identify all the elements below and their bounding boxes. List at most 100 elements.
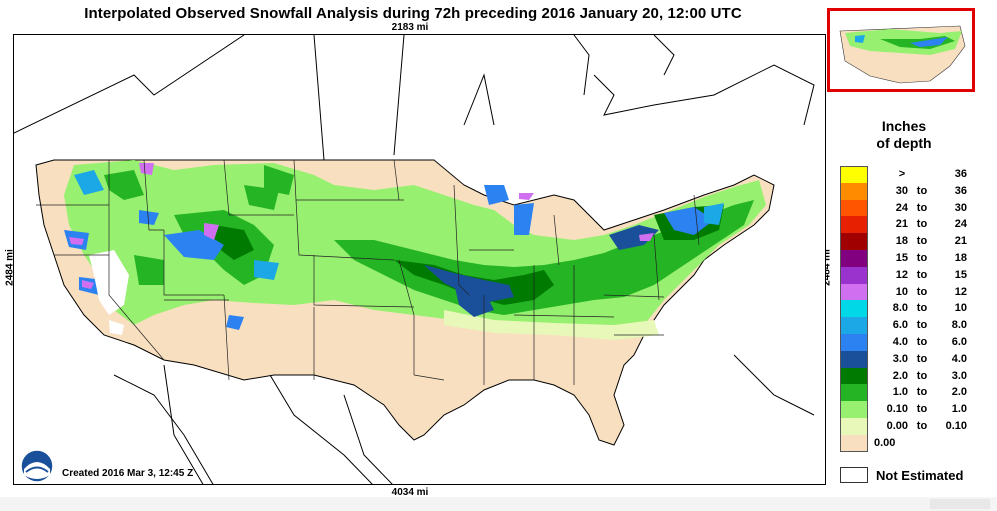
legend-to: to [916,419,928,432]
legend-item: 10 to 12 [840,283,990,301]
legend-to: to [916,251,928,264]
legend-low: 4.0 [892,335,908,348]
legend-swatch [840,367,868,385]
legend-swatch [840,350,868,368]
legend-item: 1.0 to 2.0 [840,384,990,402]
snow-moderate [104,165,754,315]
legend-high: 30 [954,201,967,214]
legend-item: 12 to 15 [840,266,990,284]
legend-to: to [916,235,928,248]
legend-item: 24 to 30 [840,199,990,217]
legend-swatch [840,199,868,217]
legend-high: 1.0 [951,403,967,416]
snowfall-map[interactable] [13,34,826,485]
legend-to: to [916,302,928,315]
legend-swatch [840,283,868,301]
legend-low: 18 [895,235,908,248]
legend-to: to [916,201,928,214]
legend-swatch [840,401,868,418]
neighbor-boundaries [14,35,815,484]
legend-to: to [916,319,928,332]
legend-high: 18 [954,251,967,264]
legend-swatch [840,300,868,318]
legend-swatch [840,249,868,267]
legend-item: 30 to 36 [840,182,990,200]
legend-high: 15 [954,268,967,281]
legend-to: to [916,218,928,231]
legend-high: 2.0 [951,386,967,399]
legend-swatch [840,317,868,334]
legend-item: 4.0 to 6.0 [840,333,990,351]
legend-low: 21 [895,218,908,231]
legend: >36 30 to 36 24 to 30 21 to 24 18 to 21 15 to 18 12 to 15 1… [840,166,990,452]
legend-swatch [840,216,868,234]
legend-low: 8.0 [892,302,908,315]
legend-high: 10 [954,302,967,315]
legend-swatch [840,417,868,435]
legend-high: 21 [954,235,967,248]
legend-low: 24 [895,201,908,214]
bottom-distance-label: 4034 mi [391,487,429,498]
legend-low: 0.00 [886,419,908,432]
legend-high: 24 [954,218,967,231]
legend-item: 15 to 18 [840,249,990,267]
legend-title: Inches of depth [840,118,968,152]
legend-low: 3.0 [892,352,908,365]
horizontal-scrollbar[interactable] [0,497,997,511]
map-canvas [14,35,815,484]
legend-high: 36 [954,184,967,197]
not-estimated-label: Not Estimated [876,468,964,483]
legend-swatch [840,434,868,452]
legend-swatch [840,233,868,250]
legend-high: 12 [954,285,967,298]
legend-high: 6.0 [951,335,967,348]
legend-low: 12 [895,268,908,281]
legend-item: 3.0 to 4.0 [840,350,990,368]
legend-swatch [840,384,868,402]
legend-low: 15 [895,251,908,264]
legend-to: to [916,369,928,382]
legend-title-line2: of depth [876,135,932,151]
created-timestamp: Created 2016 Mar 3, 12:45 Z [62,468,194,479]
legend-low: 6.0 [892,319,908,332]
snow-cyan [74,170,724,280]
noaa-logo [20,449,54,483]
scrollbar-thumb[interactable] [930,499,990,509]
legend-item: 8.0 to 10 [840,300,990,318]
legend-to: to [916,268,928,281]
state-boundaries [36,159,700,385]
legend-high: 4.0 [951,352,967,365]
legend-swatch [840,333,868,351]
legend-low: 0.00 [874,436,896,449]
not-estimated-swatch [840,467,868,483]
legend-to: to [916,285,928,298]
legend-item: 0.00 [840,434,990,452]
inset-map[interactable] [827,8,975,92]
legend-item: 6.0 to 8.0 [840,317,990,334]
legend-high: 0.10 [945,419,967,432]
snow-violet [69,163,654,289]
top-distance-label: 2183 mi [391,22,429,33]
legend-low: 2.0 [892,369,908,382]
page-title: Interpolated Observed Snowfall Analysis … [84,5,742,22]
legend-item: 18 to 21 [840,233,990,250]
legend-item: 21 to 24 [840,216,990,234]
legend-low: 0.10 [886,403,908,416]
legend-to: to [916,386,928,399]
legend-swatch [840,166,868,183]
legend-to: to [916,403,928,416]
legend-high: 3.0 [951,369,967,382]
snow-trace [444,310,659,340]
legend-to: to [916,335,928,348]
legend-item: >36 [840,166,990,183]
legend-low: 30 [895,184,908,197]
inset-map-canvas [839,25,966,84]
legend-to: to [916,184,928,197]
legend-item: 0.10 to 1.0 [840,401,990,418]
legend-high: 36 [954,168,967,180]
legend-low: 10 [895,285,908,298]
legend-swatch [840,266,868,284]
legend-item: 2.0 to 3.0 [840,367,990,385]
legend-high: 8.0 [951,319,967,332]
legend-low: 1.0 [892,386,908,399]
